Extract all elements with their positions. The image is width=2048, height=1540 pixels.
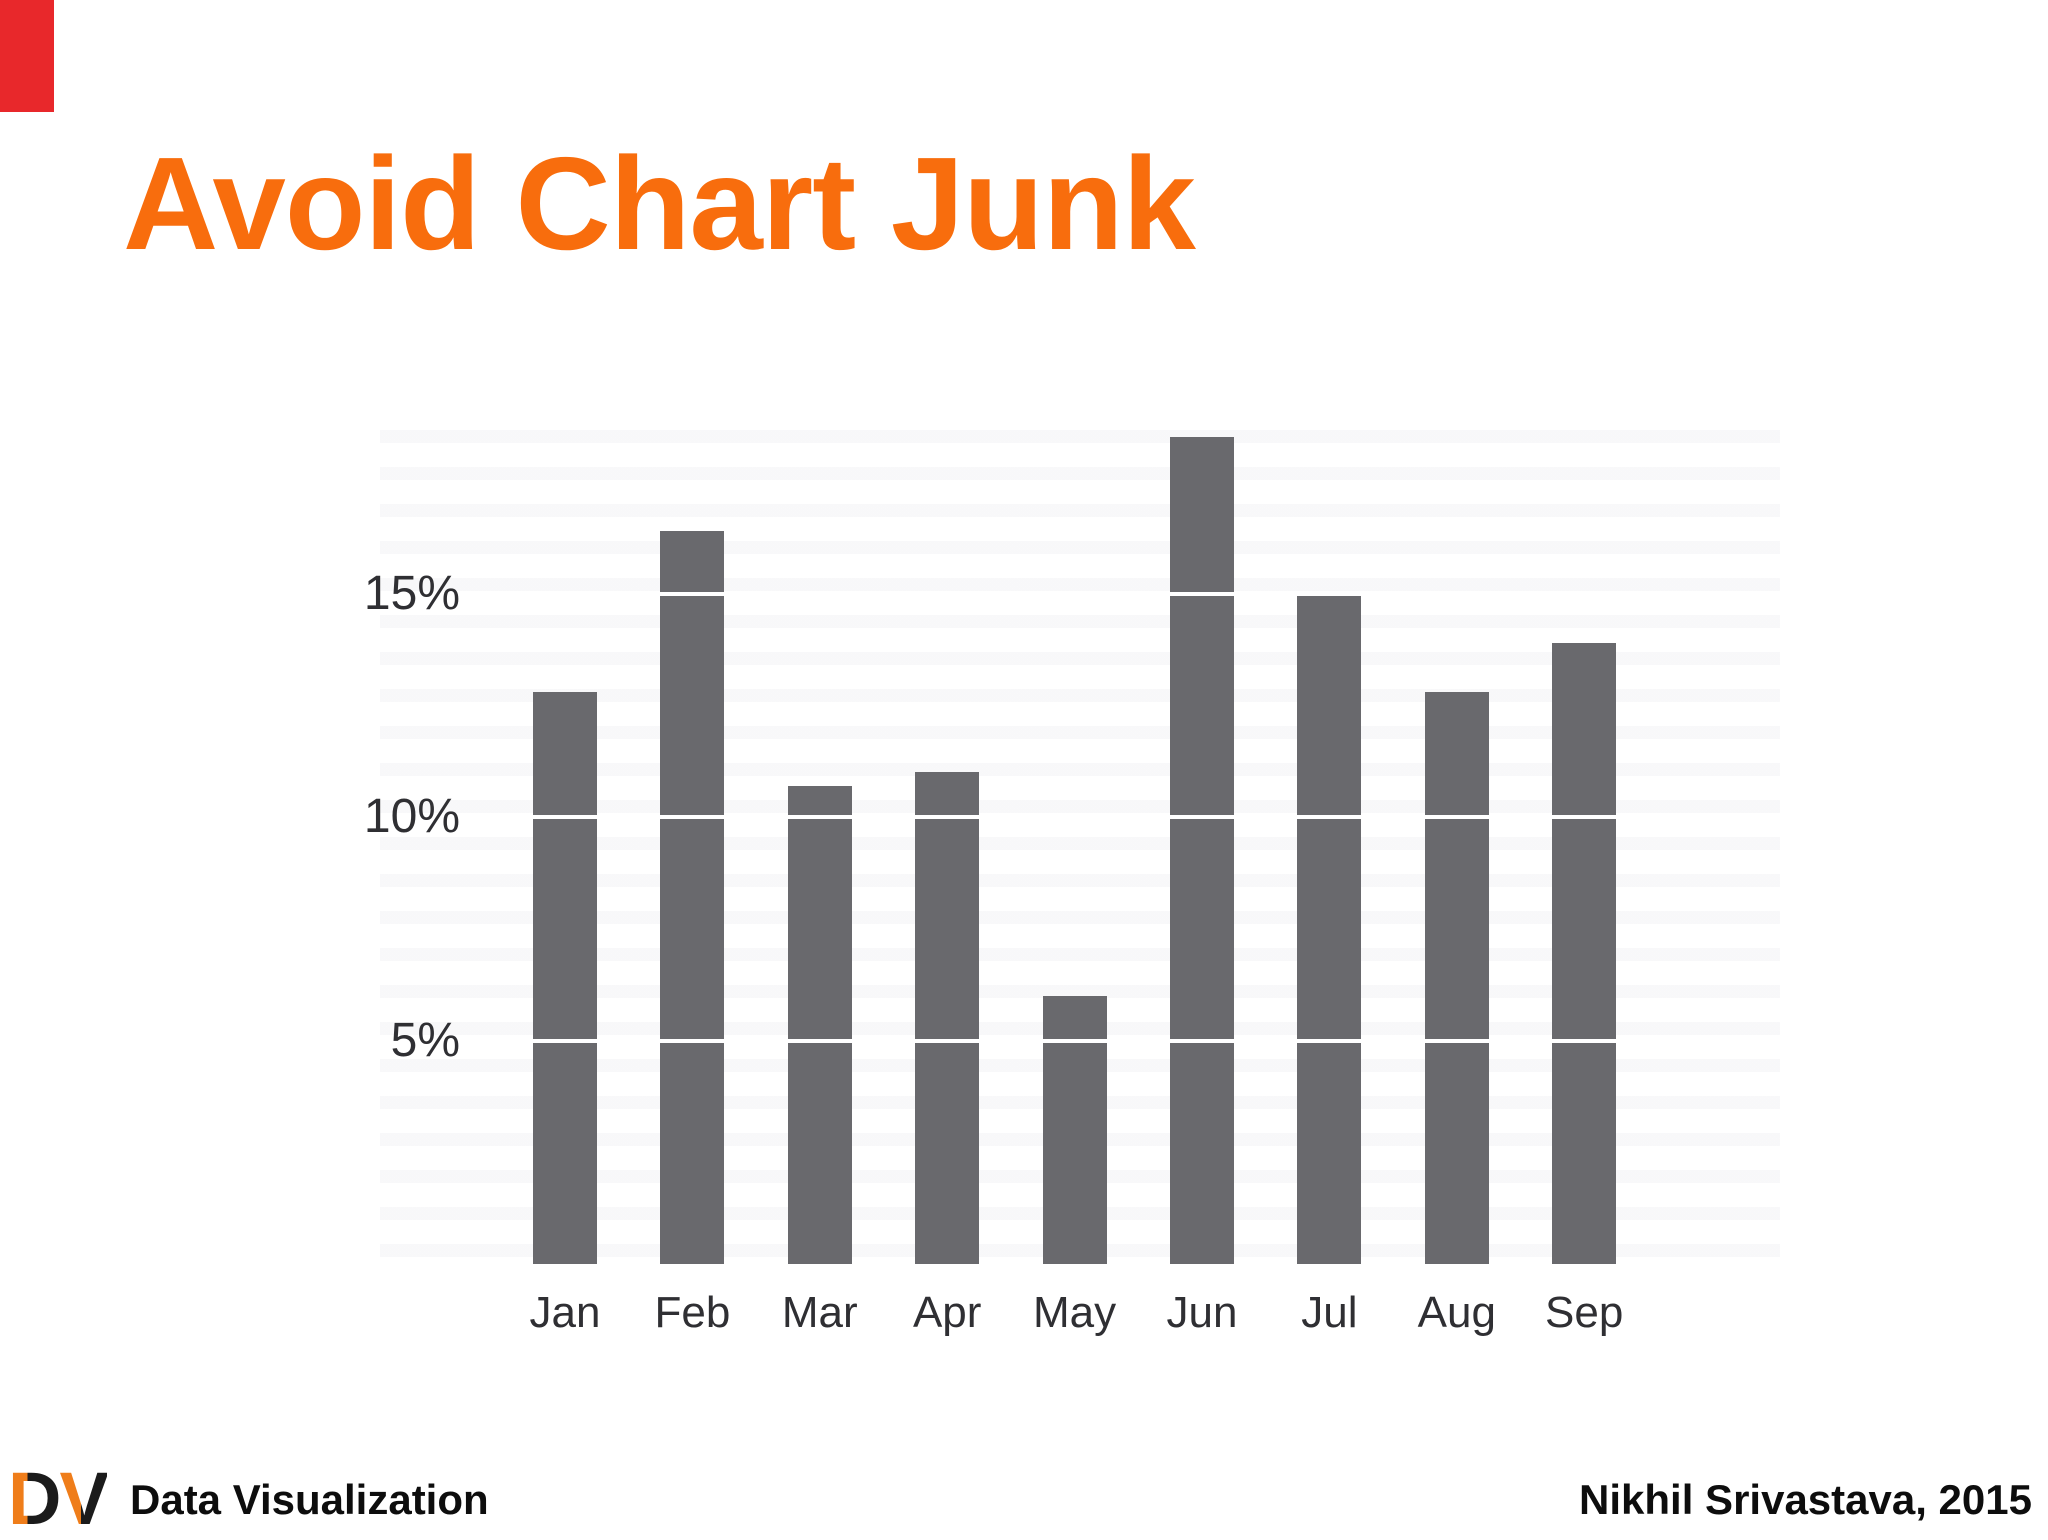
footer-course-name: Data Visualization xyxy=(130,1476,489,1523)
x-tick-label-Jul: Jul xyxy=(1301,1288,1358,1337)
x-tick-label-Apr: Apr xyxy=(912,1288,982,1337)
bar-Aug xyxy=(1424,691,1489,1264)
bar-Jan xyxy=(533,691,597,1264)
bar-Jul xyxy=(1297,593,1362,1264)
x-tick-label-Jan: Jan xyxy=(529,1288,601,1337)
logo-letter-v: V xyxy=(59,1457,108,1540)
gridline-15% xyxy=(490,591,1700,596)
gridline-10% xyxy=(490,815,1700,819)
logo-letter-d: D xyxy=(8,1457,61,1540)
course-logo: DV xyxy=(8,1462,109,1536)
bar-Jun xyxy=(1170,437,1234,1264)
y-tick-label-10%: 10% xyxy=(363,790,460,843)
slide-title: Avoid Chart Junk xyxy=(123,130,1196,277)
x-tick-label-May: May xyxy=(1033,1288,1117,1337)
bar-Apr xyxy=(915,772,980,1264)
x-tick-label-Sep: Sep xyxy=(1545,1288,1624,1337)
bar-May xyxy=(1042,995,1107,1264)
y-tick-label-5%: 5% xyxy=(390,1013,460,1067)
bar-Mar xyxy=(787,785,852,1264)
x-tick-label-Mar: Mar xyxy=(781,1288,858,1337)
bar-Feb xyxy=(660,530,725,1264)
x-tick-label-Jun: Jun xyxy=(1166,1288,1238,1337)
corner-marker xyxy=(0,0,54,112)
gridline-5% xyxy=(490,1038,1700,1043)
x-tick-label-Feb: Feb xyxy=(654,1288,731,1337)
footer-author-credit: Nikhil Srivastava, 2015 xyxy=(1579,1476,2032,1523)
y-tick-label-15%: 15% xyxy=(363,566,460,620)
bar-Sep xyxy=(1552,642,1617,1264)
x-tick-label-Aug: Aug xyxy=(1417,1288,1496,1337)
